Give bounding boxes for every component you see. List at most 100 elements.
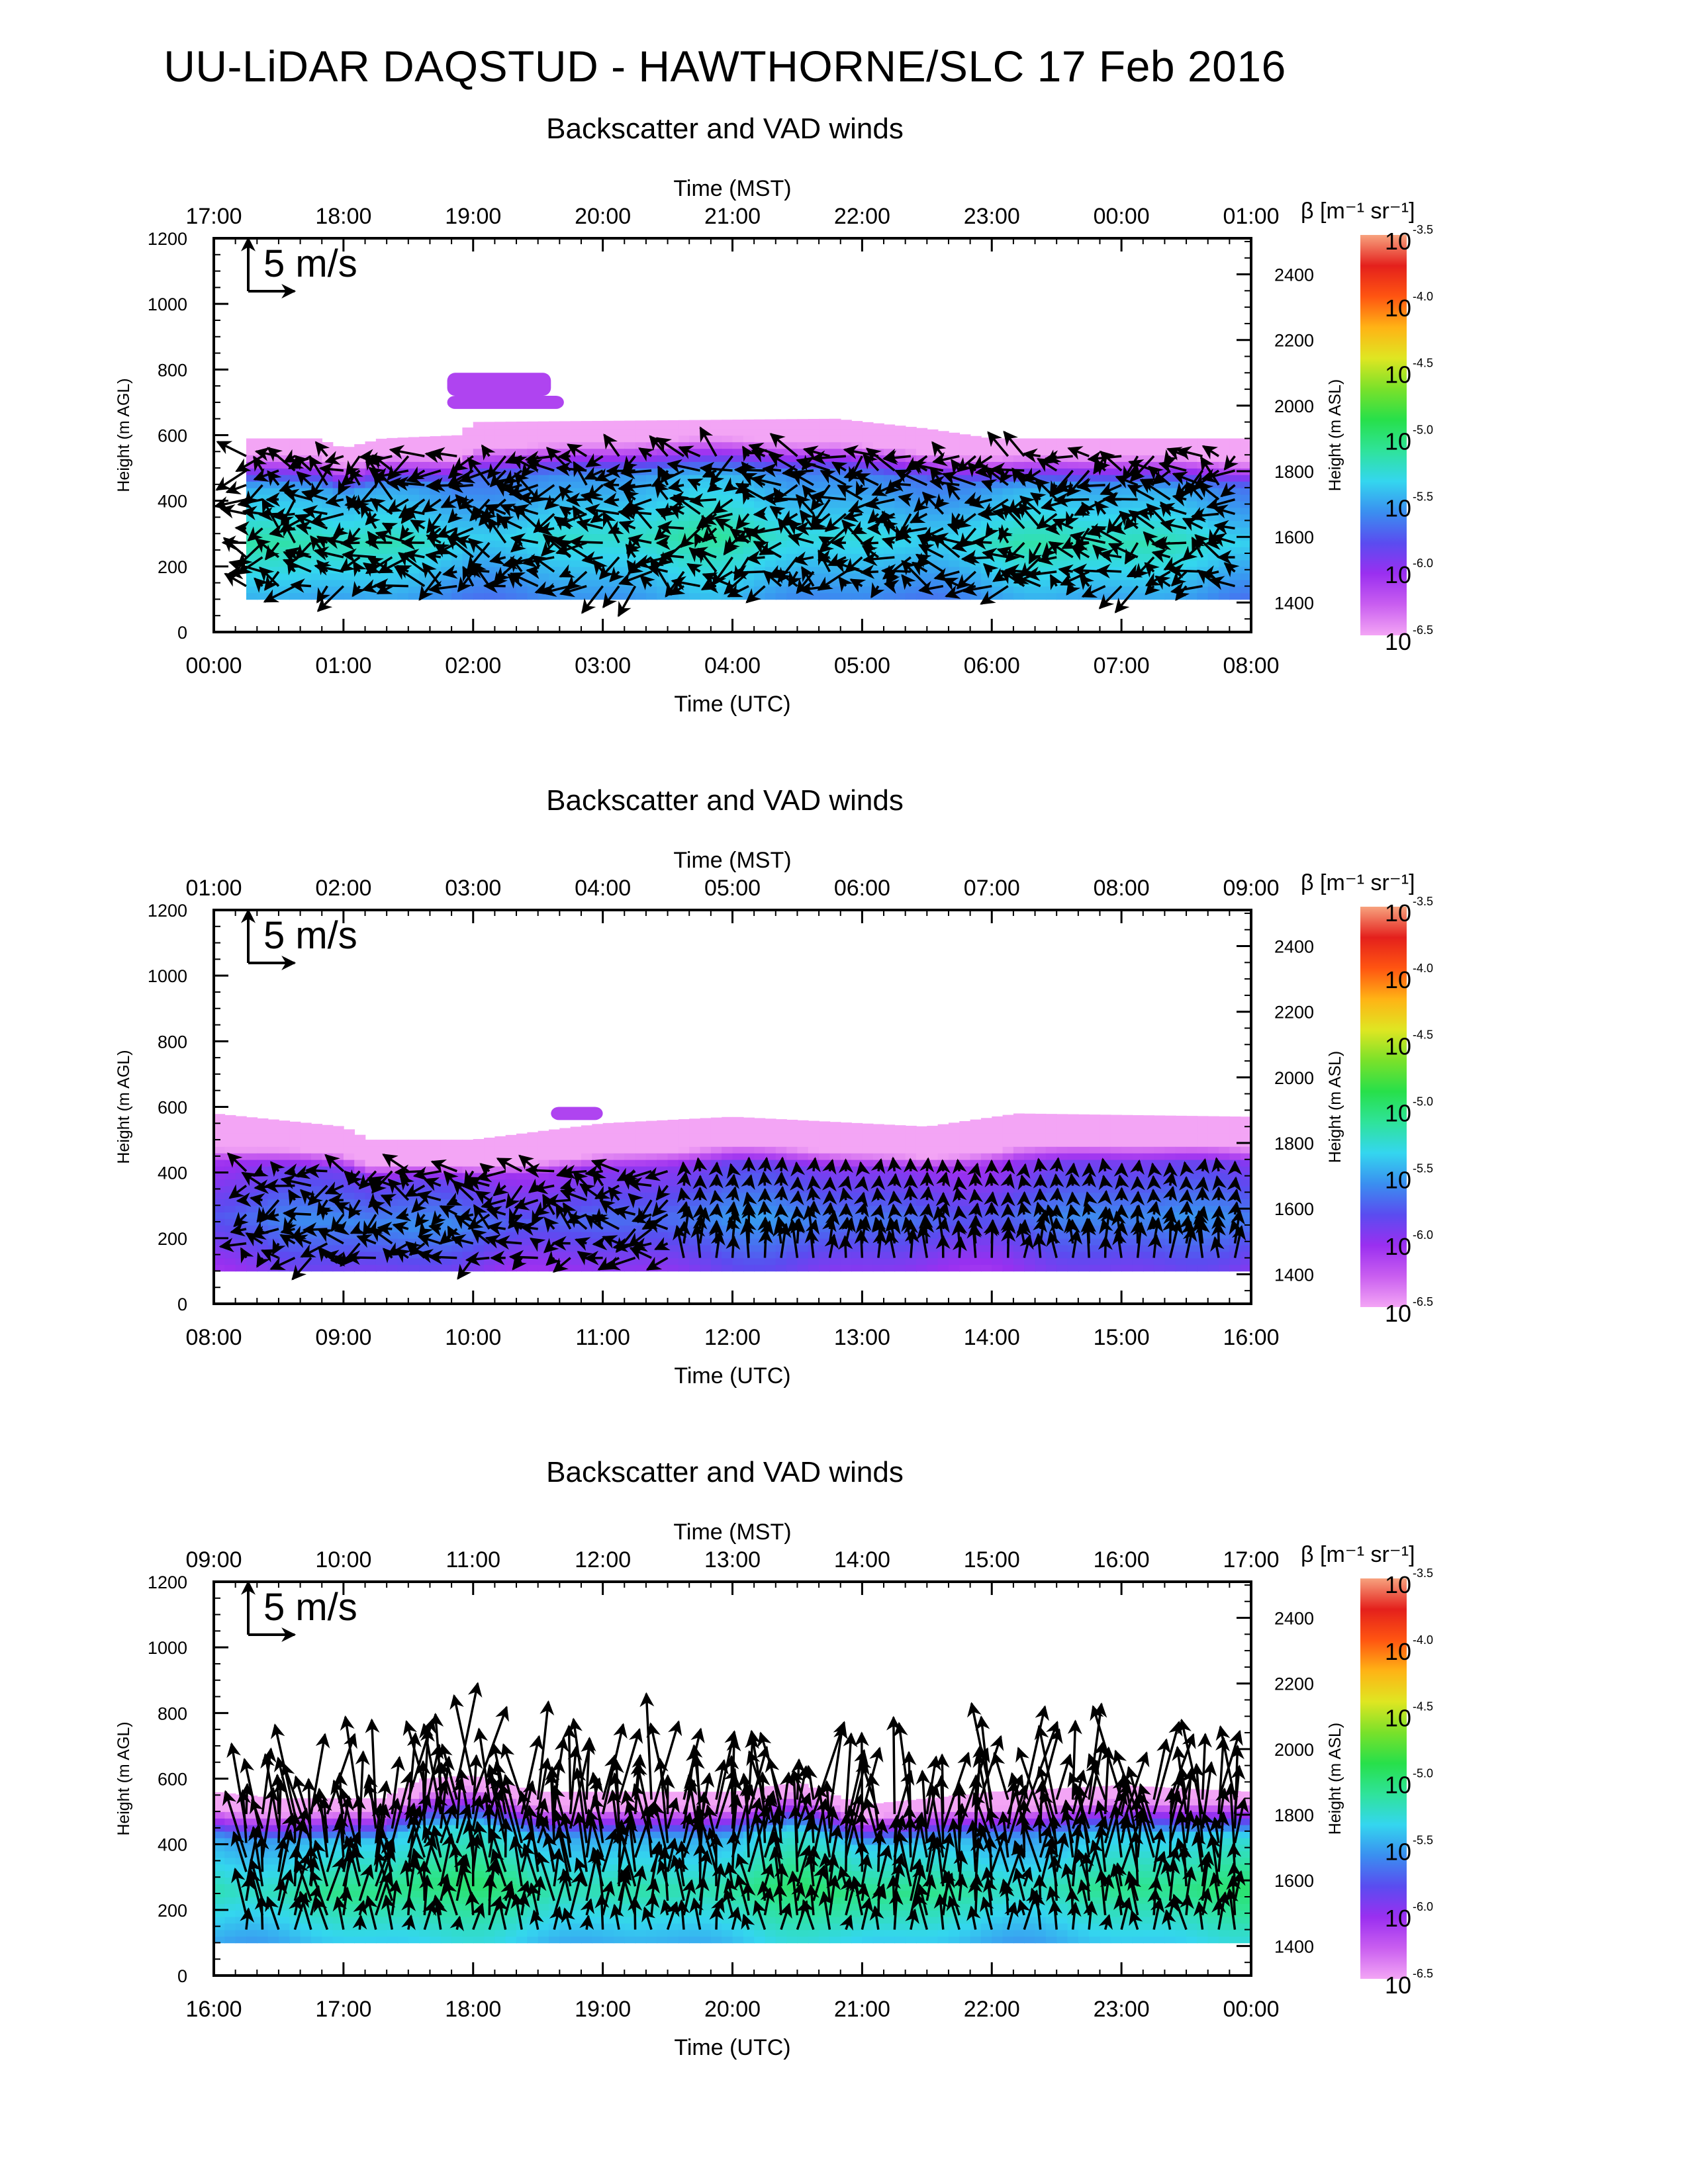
heat-cell (635, 1264, 647, 1272)
heat-cell (559, 1152, 571, 1160)
heat-cell (1056, 553, 1068, 561)
heat-cell (1154, 455, 1166, 462)
heat-cell (872, 428, 884, 436)
heat-cell (581, 566, 593, 574)
heat-cell (1229, 494, 1241, 502)
heat-cell (332, 592, 344, 600)
heat-cell (1197, 494, 1209, 502)
heat-cell (375, 553, 387, 561)
heat-cell (657, 1120, 669, 1128)
heat-cell (959, 1133, 971, 1140)
heat-cell (937, 487, 949, 495)
wind-arrow (1223, 562, 1240, 578)
heat-cell (1024, 487, 1036, 495)
heat-cell (872, 540, 884, 547)
heat-cell (829, 572, 841, 580)
heat-cell (613, 500, 626, 508)
heat-cell (289, 480, 301, 488)
heat-cell (1143, 455, 1154, 462)
heat-cell (559, 448, 571, 456)
heat-cell (602, 1140, 614, 1147)
heat-cell (992, 586, 1004, 594)
wind-arrow (1206, 496, 1235, 511)
heat-cell (1100, 520, 1111, 528)
heat-cell (516, 520, 528, 528)
y-tick-label-agl: 1000 (148, 295, 187, 314)
heat-cell (1197, 579, 1209, 587)
heat-cell (754, 572, 766, 580)
heat-cell (700, 1192, 712, 1200)
heat-cell (397, 592, 409, 600)
wind-arrow (762, 463, 782, 478)
heat-cell (451, 586, 463, 594)
heat-cell (430, 441, 442, 449)
heat-cell (289, 438, 301, 443)
heat-cell (451, 448, 463, 456)
wind-arrow (968, 494, 992, 509)
heat-cell (602, 1133, 614, 1140)
heat-cell (959, 566, 971, 574)
heat-cell (613, 592, 626, 600)
heat-cell (375, 572, 387, 580)
heat-cell (1013, 494, 1025, 502)
heat-cell (310, 1205, 323, 1212)
heat-cell (1229, 448, 1241, 456)
heat-cell (516, 1264, 528, 1272)
heat-cell (1240, 461, 1252, 469)
heat-cell (754, 520, 766, 528)
heat-cell (484, 572, 496, 580)
heat-cell (797, 1120, 809, 1128)
heat-cell (657, 1165, 669, 1173)
heat-cell (1207, 520, 1219, 528)
wind-arrow (373, 578, 408, 593)
wind-arrow (447, 508, 463, 523)
heat-cell (1240, 514, 1252, 522)
wind-arrow (365, 451, 393, 467)
wind-arrow (1096, 563, 1122, 578)
wind-arrow (365, 535, 393, 550)
heat-cell (581, 586, 593, 594)
heat-cell (430, 1257, 442, 1265)
heat-cell (613, 435, 626, 443)
heat-cell (1143, 592, 1154, 600)
heat-cell (754, 1120, 766, 1128)
heat-cell (765, 1140, 776, 1147)
heat-cell (624, 1146, 636, 1154)
heat-cell (635, 1165, 647, 1173)
heat-cell (851, 428, 863, 436)
heat-cell (592, 1124, 604, 1128)
heat-cell (278, 1146, 291, 1154)
heat-cell (710, 428, 722, 436)
heat-cell (1229, 579, 1241, 587)
heat-cell (624, 514, 636, 522)
heat-cell (667, 1257, 679, 1265)
heat-cell (246, 514, 258, 522)
heat-cell (657, 461, 669, 469)
wind-arrow (405, 469, 442, 484)
heat-cell (592, 547, 604, 554)
wind-arrow (1098, 585, 1123, 610)
heat-cell (451, 1159, 463, 1167)
heat-cell (430, 1146, 442, 1154)
heat-cell (1207, 559, 1219, 567)
heat-cell (689, 1212, 701, 1219)
heat-cell (527, 1152, 539, 1160)
heat-cell (645, 475, 658, 482)
heat-cell (905, 435, 917, 443)
heat-cell (1100, 438, 1111, 443)
heat-cell (310, 1159, 323, 1167)
heat-cell (1207, 438, 1219, 443)
heat-cell (689, 1251, 701, 1259)
heat-cell (246, 475, 258, 482)
wind-arrow (508, 483, 539, 498)
heat-cell (829, 1179, 841, 1187)
heat-cell (408, 1159, 420, 1167)
heat-cell (797, 435, 809, 443)
heat-cell (484, 547, 496, 554)
heat-cell (559, 428, 571, 436)
heat-cell (948, 566, 961, 574)
heat-cell (927, 1251, 939, 1259)
heat-cell (375, 1152, 387, 1160)
y-tick-label-agl: 200 (158, 557, 187, 577)
heat-cell (214, 1146, 226, 1154)
